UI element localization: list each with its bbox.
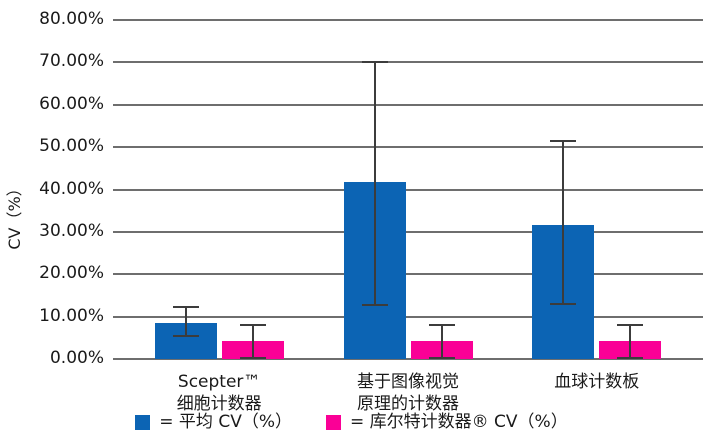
error-bar-line (562, 140, 565, 305)
x-category-label-line: 细胞计数器 (176, 394, 262, 414)
gridline (113, 230, 703, 233)
chart-legend: = 平均 CV（%） = 库尔特计数器® CV（%） (0, 412, 703, 432)
y-tick-label: 50.00% (39, 136, 104, 157)
legend-swatch-mean-cv (135, 414, 151, 430)
gridline (113, 103, 703, 106)
legend-label-coulter-cv: = 库尔特计数器® CV（%） (350, 412, 568, 432)
gridline (113, 315, 703, 318)
x-category-label-line: 血球计数板 (554, 372, 640, 392)
y-tick-label: 10.00% (39, 305, 104, 326)
legend-item-coulter-cv: = 库尔特计数器® CV（%） (326, 412, 568, 432)
x-category-label-line: 基于图像视觉 (357, 372, 459, 392)
error-bar-cap (428, 356, 455, 359)
y-tick-label: 40.00% (39, 178, 104, 199)
legend-swatch-coulter-cv (326, 414, 341, 430)
x-category-label: Scepter™ 细胞计数器 (124, 371, 314, 415)
error-bar-line (440, 324, 443, 358)
error-bar-line (251, 324, 254, 358)
y-tick-label: 30.00% (39, 220, 104, 241)
gridline (113, 273, 703, 276)
y-tick-label: 60.00% (39, 93, 104, 114)
x-category-label: 血球计数板 (502, 371, 692, 393)
error-bar-line (184, 306, 187, 336)
error-bar-cap (617, 323, 644, 326)
error-bar-cap (239, 356, 266, 359)
y-tick-label: 20.00% (39, 263, 104, 284)
error-bar-cap (172, 305, 199, 308)
gridline (113, 19, 703, 21)
y-tick-label: 0.00% (49, 348, 104, 368)
plot-area (113, 19, 703, 360)
gridline (113, 188, 703, 191)
x-category-label-line: 原理的计数器 (357, 394, 459, 414)
error-bar-cap (428, 323, 455, 326)
gridline (113, 358, 703, 360)
legend-label-mean-cv: = 平均 CV（%） (159, 412, 292, 432)
error-bar-cap (550, 303, 577, 306)
error-bar-cap (361, 303, 388, 306)
error-bar-cap (550, 139, 577, 142)
gridline (113, 61, 703, 64)
x-category-label: 基于图像视觉 原理的计数器 (313, 371, 503, 415)
error-bar-cap (361, 61, 388, 64)
error-bar-cap (239, 323, 266, 326)
error-bar-cap (617, 356, 644, 359)
gridline (113, 146, 703, 149)
y-tick-label: 80.00% (39, 9, 104, 29)
x-category-label-line: Scepter™ (177, 372, 261, 392)
y-tick-label: 70.00% (39, 51, 104, 72)
y-axis-title: CV（%） (5, 180, 24, 250)
error-bar-cap (172, 334, 199, 337)
error-bar-line (373, 62, 376, 305)
error-bar-line (629, 324, 632, 358)
legend-item-mean-cv: = 平均 CV（%） (135, 412, 292, 432)
